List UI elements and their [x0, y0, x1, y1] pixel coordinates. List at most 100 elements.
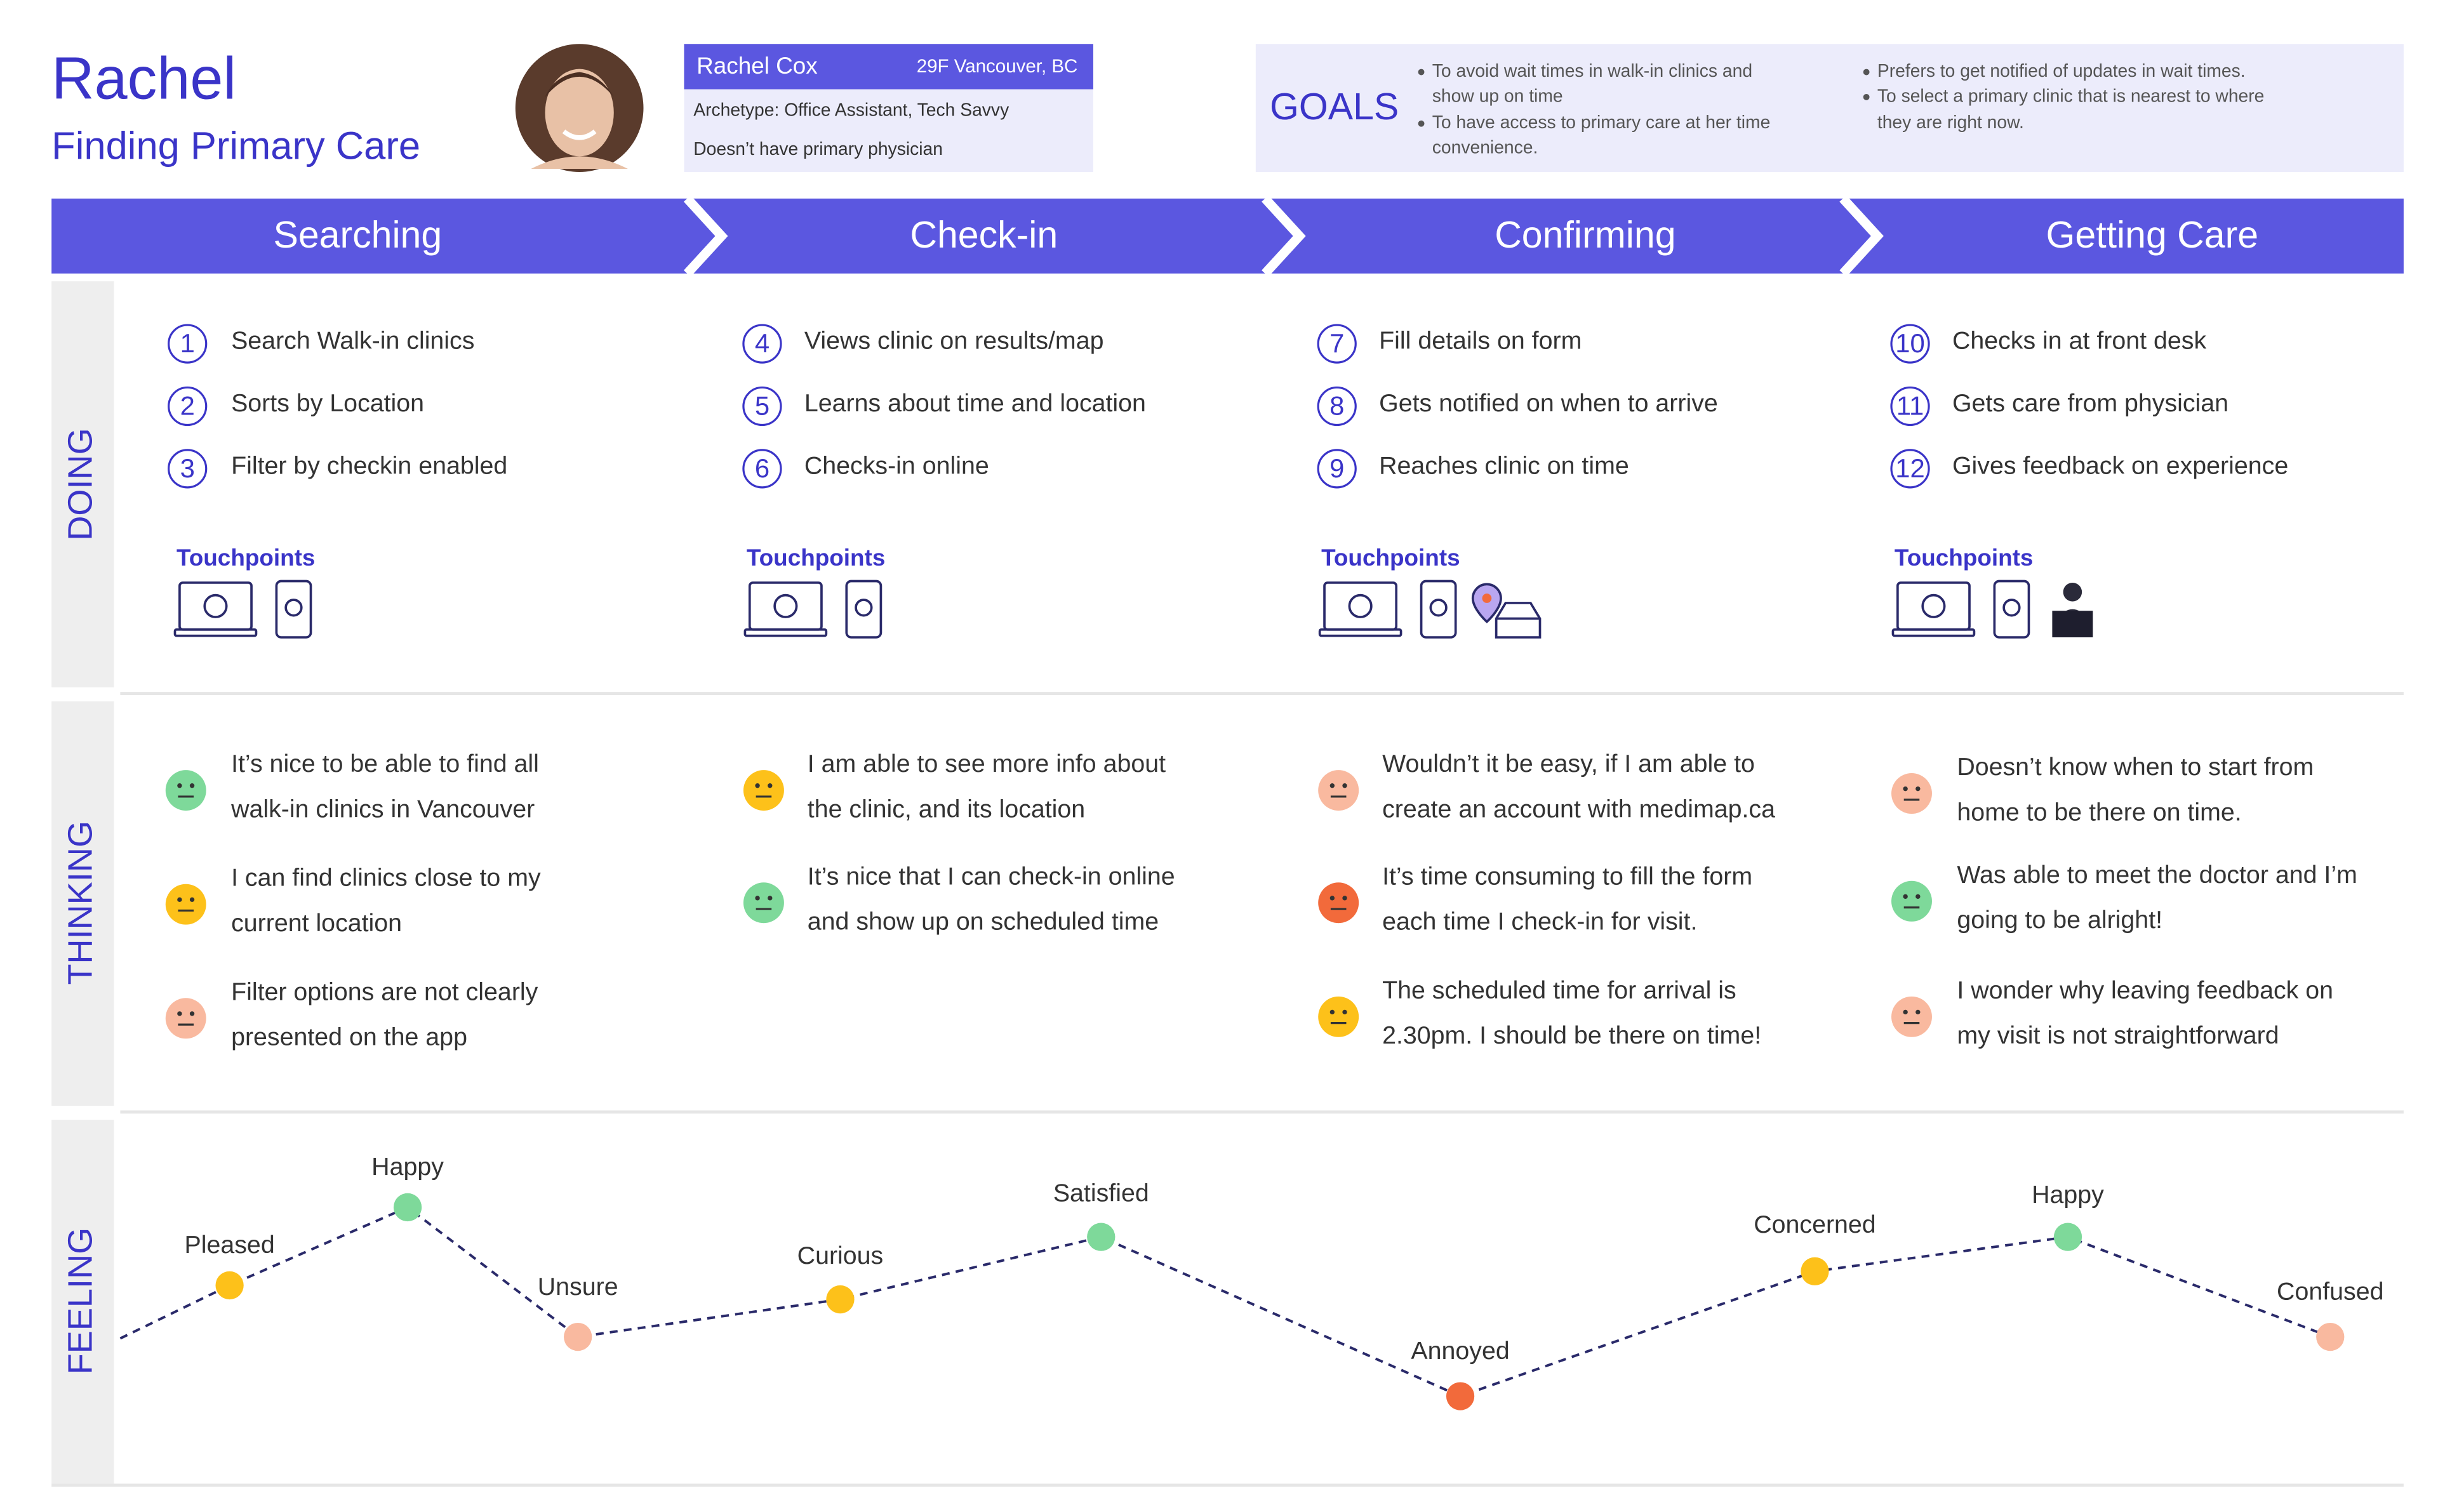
step-circle	[168, 324, 208, 364]
row-label-bg	[51, 281, 114, 687]
eye	[1342, 1009, 1347, 1015]
touchpoints-label: Touchpoints	[177, 545, 315, 571]
thought-text: each time I check-in for visit.	[1382, 908, 1697, 936]
feeling-point	[2053, 1223, 2082, 1251]
phone-body	[275, 580, 312, 639]
eye	[1342, 783, 1347, 788]
step-text: Learns about time and location	[804, 389, 1146, 417]
thought-emoji	[1318, 996, 1359, 1037]
app-logo	[2002, 599, 2021, 617]
feeling-point	[2316, 1322, 2345, 1351]
face	[1318, 770, 1359, 811]
stage-chevrons	[683, 195, 1884, 277]
step-text: Gets notified on when to arrive	[1379, 389, 1718, 417]
eye	[177, 897, 182, 903]
laptop-icon	[173, 581, 258, 637]
person-head	[2063, 582, 2082, 602]
step-circle	[1317, 449, 1357, 489]
face	[1891, 880, 1932, 922]
thought-text: home to be there on time.	[1957, 798, 2241, 826]
feeling-point	[1087, 1223, 1116, 1251]
feeling-point	[215, 1271, 244, 1300]
thought-text: 2.30pm. I should be there on time!	[1382, 1021, 1761, 1049]
thought-text: and show up on scheduled time	[808, 908, 1159, 936]
laptop-icon	[1318, 581, 1402, 637]
face	[743, 882, 784, 924]
eye	[755, 783, 760, 788]
row-label: FEELING	[62, 1228, 100, 1375]
feeling-label: Pleased	[185, 1231, 275, 1259]
feeling-label: Satisfied	[1053, 1179, 1149, 1207]
thought-text: current location	[231, 909, 402, 937]
thought-text: Wouldn’t it be easy, if I am able to	[1382, 750, 1755, 778]
thought-emoji	[1318, 882, 1359, 924]
step-text: Reaches clinic on time	[1379, 451, 1629, 479]
laptop-icon	[1891, 581, 1976, 637]
goal-text: show up on time	[1432, 85, 1563, 105]
thought-text: It’s time consuming to fill the form	[1382, 862, 1752, 890]
card-note: Doesn’t have primary physician	[693, 138, 943, 159]
persona-card-header	[684, 44, 1093, 90]
thought-emoji	[165, 998, 206, 1039]
feeling-point	[1801, 1257, 1829, 1285]
eye	[189, 897, 195, 903]
row-label: THINKING	[62, 821, 100, 985]
thought-text: The scheduled time for arrival is	[1382, 976, 1736, 1004]
face	[165, 884, 206, 925]
thought-emoji	[743, 770, 784, 811]
step-number: 12	[1895, 453, 1925, 483]
stage-title: Searching	[273, 214, 442, 256]
step-number: 6	[755, 453, 769, 483]
eye	[1903, 894, 1908, 899]
thought-emoji	[1891, 880, 1932, 922]
card-name: Rachel Cox	[696, 53, 818, 79]
step-circle	[1890, 386, 1930, 427]
eye	[1915, 786, 1921, 792]
feeling-point	[393, 1193, 422, 1222]
step-number: 4	[755, 328, 769, 358]
goal-text: they are right now.	[1877, 112, 2024, 132]
thought-emoji	[1891, 773, 1932, 814]
thought-text: my visit is not straightforward	[1957, 1021, 2279, 1049]
phone-body	[1420, 580, 1457, 639]
phone-icon	[275, 580, 312, 639]
eye	[177, 783, 182, 788]
goal-text: To have access to primary care at her ti…	[1432, 112, 1771, 132]
face	[1891, 773, 1932, 814]
step-number: 1	[180, 328, 195, 358]
touchpoints-label: Touchpoints	[1895, 545, 2033, 571]
phone-icon	[1993, 580, 2030, 639]
desk-laptop	[2052, 611, 2093, 638]
goal-bullet	[1863, 93, 1870, 100]
eye	[1903, 786, 1908, 792]
step-text: Filter by checkin enabled	[231, 451, 507, 479]
thought-text: presented on the app	[231, 1023, 467, 1051]
laptop-base	[1891, 628, 1976, 637]
map-car-icon	[1471, 583, 1542, 639]
thought-text: I am able to see more info about	[808, 750, 1166, 778]
step-text: Gives feedback on experience	[1952, 451, 2288, 479]
step-number: 2	[180, 390, 195, 420]
eye	[1915, 894, 1921, 899]
goal-text: Prefers to get notified of updates in wa…	[1877, 60, 2246, 81]
laptop-base	[743, 628, 828, 637]
goals-title: GOALS	[1270, 86, 1399, 128]
thought-emoji	[165, 884, 206, 925]
eye	[1342, 896, 1347, 901]
goal-text: convenience.	[1432, 137, 1538, 157]
step-number: 5	[755, 390, 769, 420]
step-number: 10	[1895, 328, 1925, 358]
feeling-label: Concerned	[1754, 1210, 1875, 1238]
face	[1891, 996, 1932, 1037]
app-logo	[1429, 599, 1448, 617]
eye	[1329, 1009, 1335, 1015]
laptop-icon	[743, 581, 828, 637]
thought-emoji	[1891, 996, 1932, 1037]
eye	[1329, 783, 1335, 788]
thought-text: I wonder why leaving feedback on	[1957, 976, 2333, 1004]
phone-icon	[845, 580, 883, 639]
touchpoints-label: Touchpoints	[1321, 545, 1460, 571]
step-text: Fill details on form	[1379, 327, 1582, 355]
step-circle	[1317, 324, 1357, 364]
